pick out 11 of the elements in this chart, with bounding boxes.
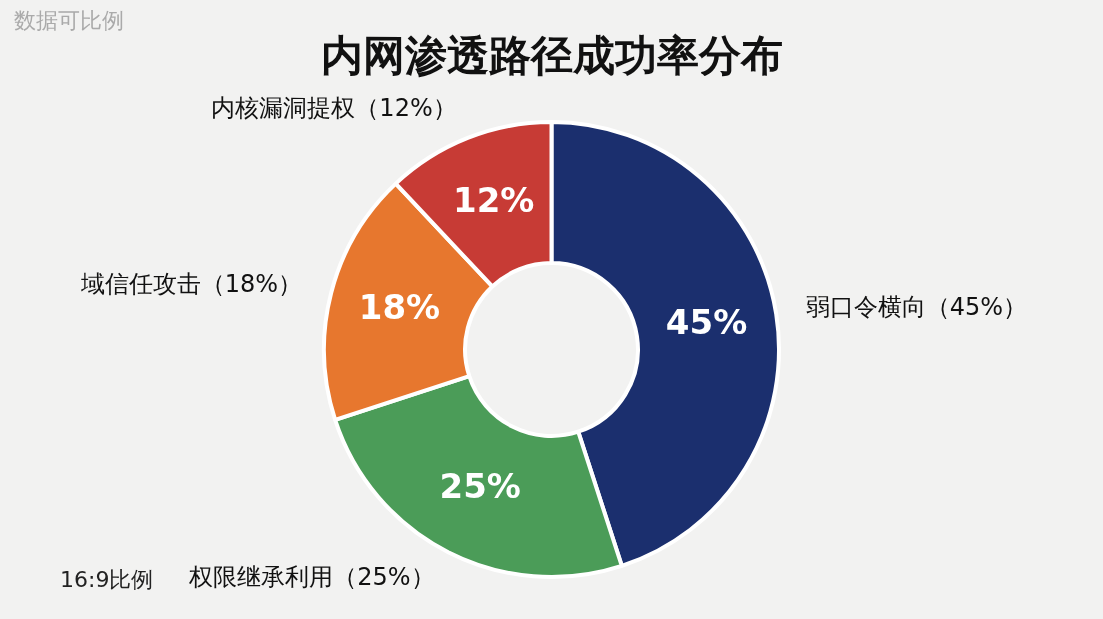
slice-label: 权限继承利用（25%）: [188, 563, 435, 592]
data-label: 12%: [453, 180, 535, 221]
slice-label: 内核漏洞提权（12%）: [211, 94, 457, 123]
text: 数据可比例: [14, 7, 124, 35]
chart-title: 内网渗透路径成功率分布: [320, 31, 783, 80]
data-label: 45%: [665, 301, 748, 342]
data-label: 18%: [358, 287, 441, 328]
text: 16:9比例: [60, 566, 154, 594]
data-label: 25%: [439, 466, 521, 507]
slice-label: 弱口令横向（45%）: [805, 293, 1028, 322]
slice-label: 域信任攻击（18%）: [79, 269, 303, 298]
